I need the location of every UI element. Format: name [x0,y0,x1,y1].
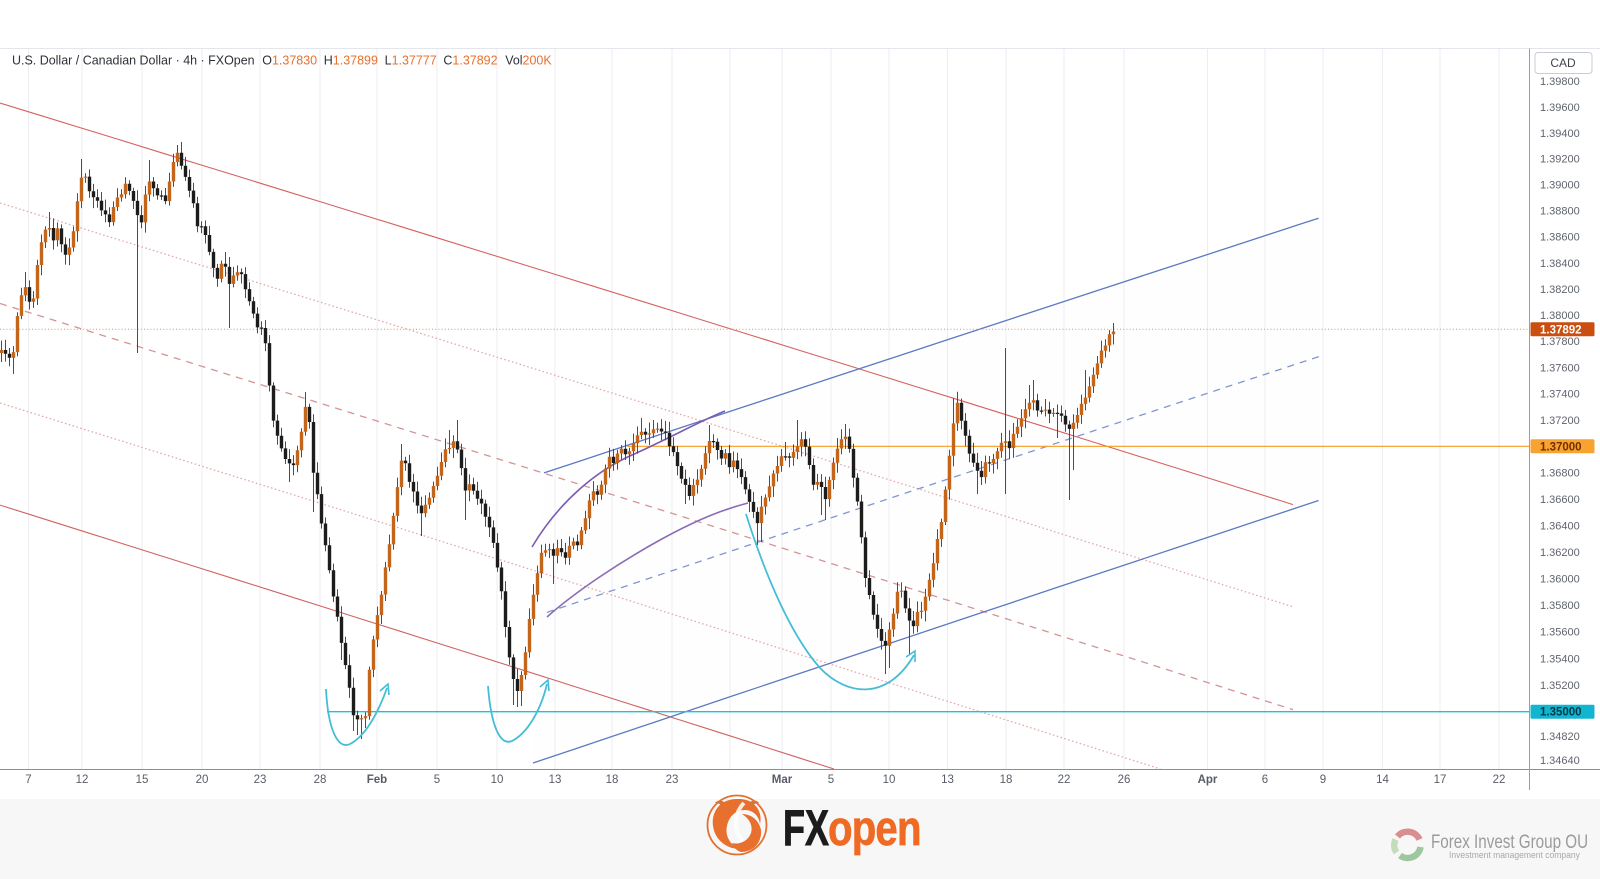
svg-text:1.36200: 1.36200 [1540,547,1580,559]
svg-text:Investment management company: Investment management company [1449,850,1580,861]
svg-text:7: 7 [25,774,31,786]
svg-text:open: open [828,801,921,856]
svg-text:Mar: Mar [772,774,793,786]
svg-text:26: 26 [1118,774,1131,786]
svg-text:1.39000: 1.39000 [1540,180,1580,192]
svg-text:5: 5 [828,774,834,786]
svg-text:23: 23 [666,774,679,786]
svg-text:1.36400: 1.36400 [1540,521,1580,533]
svg-text:28: 28 [314,774,327,786]
svg-text:1.38600: 1.38600 [1540,232,1580,244]
svg-text:1.39800: 1.39800 [1540,76,1580,88]
svg-text:1.35800: 1.35800 [1540,600,1580,612]
svg-text:1.39200: 1.39200 [1540,154,1580,166]
svg-text:1.38400: 1.38400 [1540,258,1580,270]
svg-text:1.38000: 1.38000 [1540,310,1580,322]
svg-text:FX: FX [783,801,829,856]
svg-text:1.37400: 1.37400 [1540,389,1580,401]
svg-text:23: 23 [254,774,267,786]
svg-text:1.37800: 1.37800 [1540,336,1580,348]
svg-text:1.38800: 1.38800 [1540,206,1580,218]
svg-text:5: 5 [434,774,440,786]
svg-text:1.37000: 1.37000 [1540,441,1582,453]
svg-text:U.S. Dollar / Canadian Dollar: U.S. Dollar / Canadian Dollar · 4h · FXO… [12,52,552,67]
svg-text:1.34820: 1.34820 [1540,731,1580,743]
svg-text:Feb: Feb [367,774,387,786]
svg-text:1.37200: 1.37200 [1540,415,1580,427]
svg-text:18: 18 [1000,774,1013,786]
svg-text:6: 6 [1262,774,1268,786]
svg-text:Apr: Apr [1198,774,1218,786]
svg-text:1.37892: 1.37892 [1540,324,1582,336]
svg-text:1.35400: 1.35400 [1540,653,1580,665]
svg-text:13: 13 [941,774,954,786]
svg-text:17: 17 [1434,774,1447,786]
svg-text:1.35000: 1.35000 [1540,707,1582,719]
svg-text:Forex Invest Group OU: Forex Invest Group OU [1431,830,1588,852]
svg-text:1.36800: 1.36800 [1540,468,1580,480]
svg-text:1.35600: 1.35600 [1540,627,1580,639]
svg-text:1.34640: 1.34640 [1540,755,1580,767]
svg-text:1.36600: 1.36600 [1540,494,1580,506]
svg-text:1.39400: 1.39400 [1540,128,1580,140]
svg-text:CAD: CAD [1550,56,1576,70]
svg-text:15: 15 [136,774,149,786]
svg-text:12: 12 [76,774,89,786]
svg-text:1.39600: 1.39600 [1540,102,1580,114]
svg-text:22: 22 [1058,774,1071,786]
svg-text:9: 9 [1320,774,1326,786]
svg-text:10: 10 [883,774,896,786]
svg-text:14: 14 [1376,774,1389,786]
svg-text:1.35200: 1.35200 [1540,680,1580,692]
svg-text:22: 22 [1493,774,1506,786]
svg-text:13: 13 [549,774,562,786]
svg-text:18: 18 [606,774,619,786]
svg-text:20: 20 [196,774,209,786]
svg-text:1.36000: 1.36000 [1540,574,1580,586]
svg-text:10: 10 [491,774,504,786]
svg-text:1.38200: 1.38200 [1540,284,1580,296]
svg-text:1.37600: 1.37600 [1540,362,1580,374]
